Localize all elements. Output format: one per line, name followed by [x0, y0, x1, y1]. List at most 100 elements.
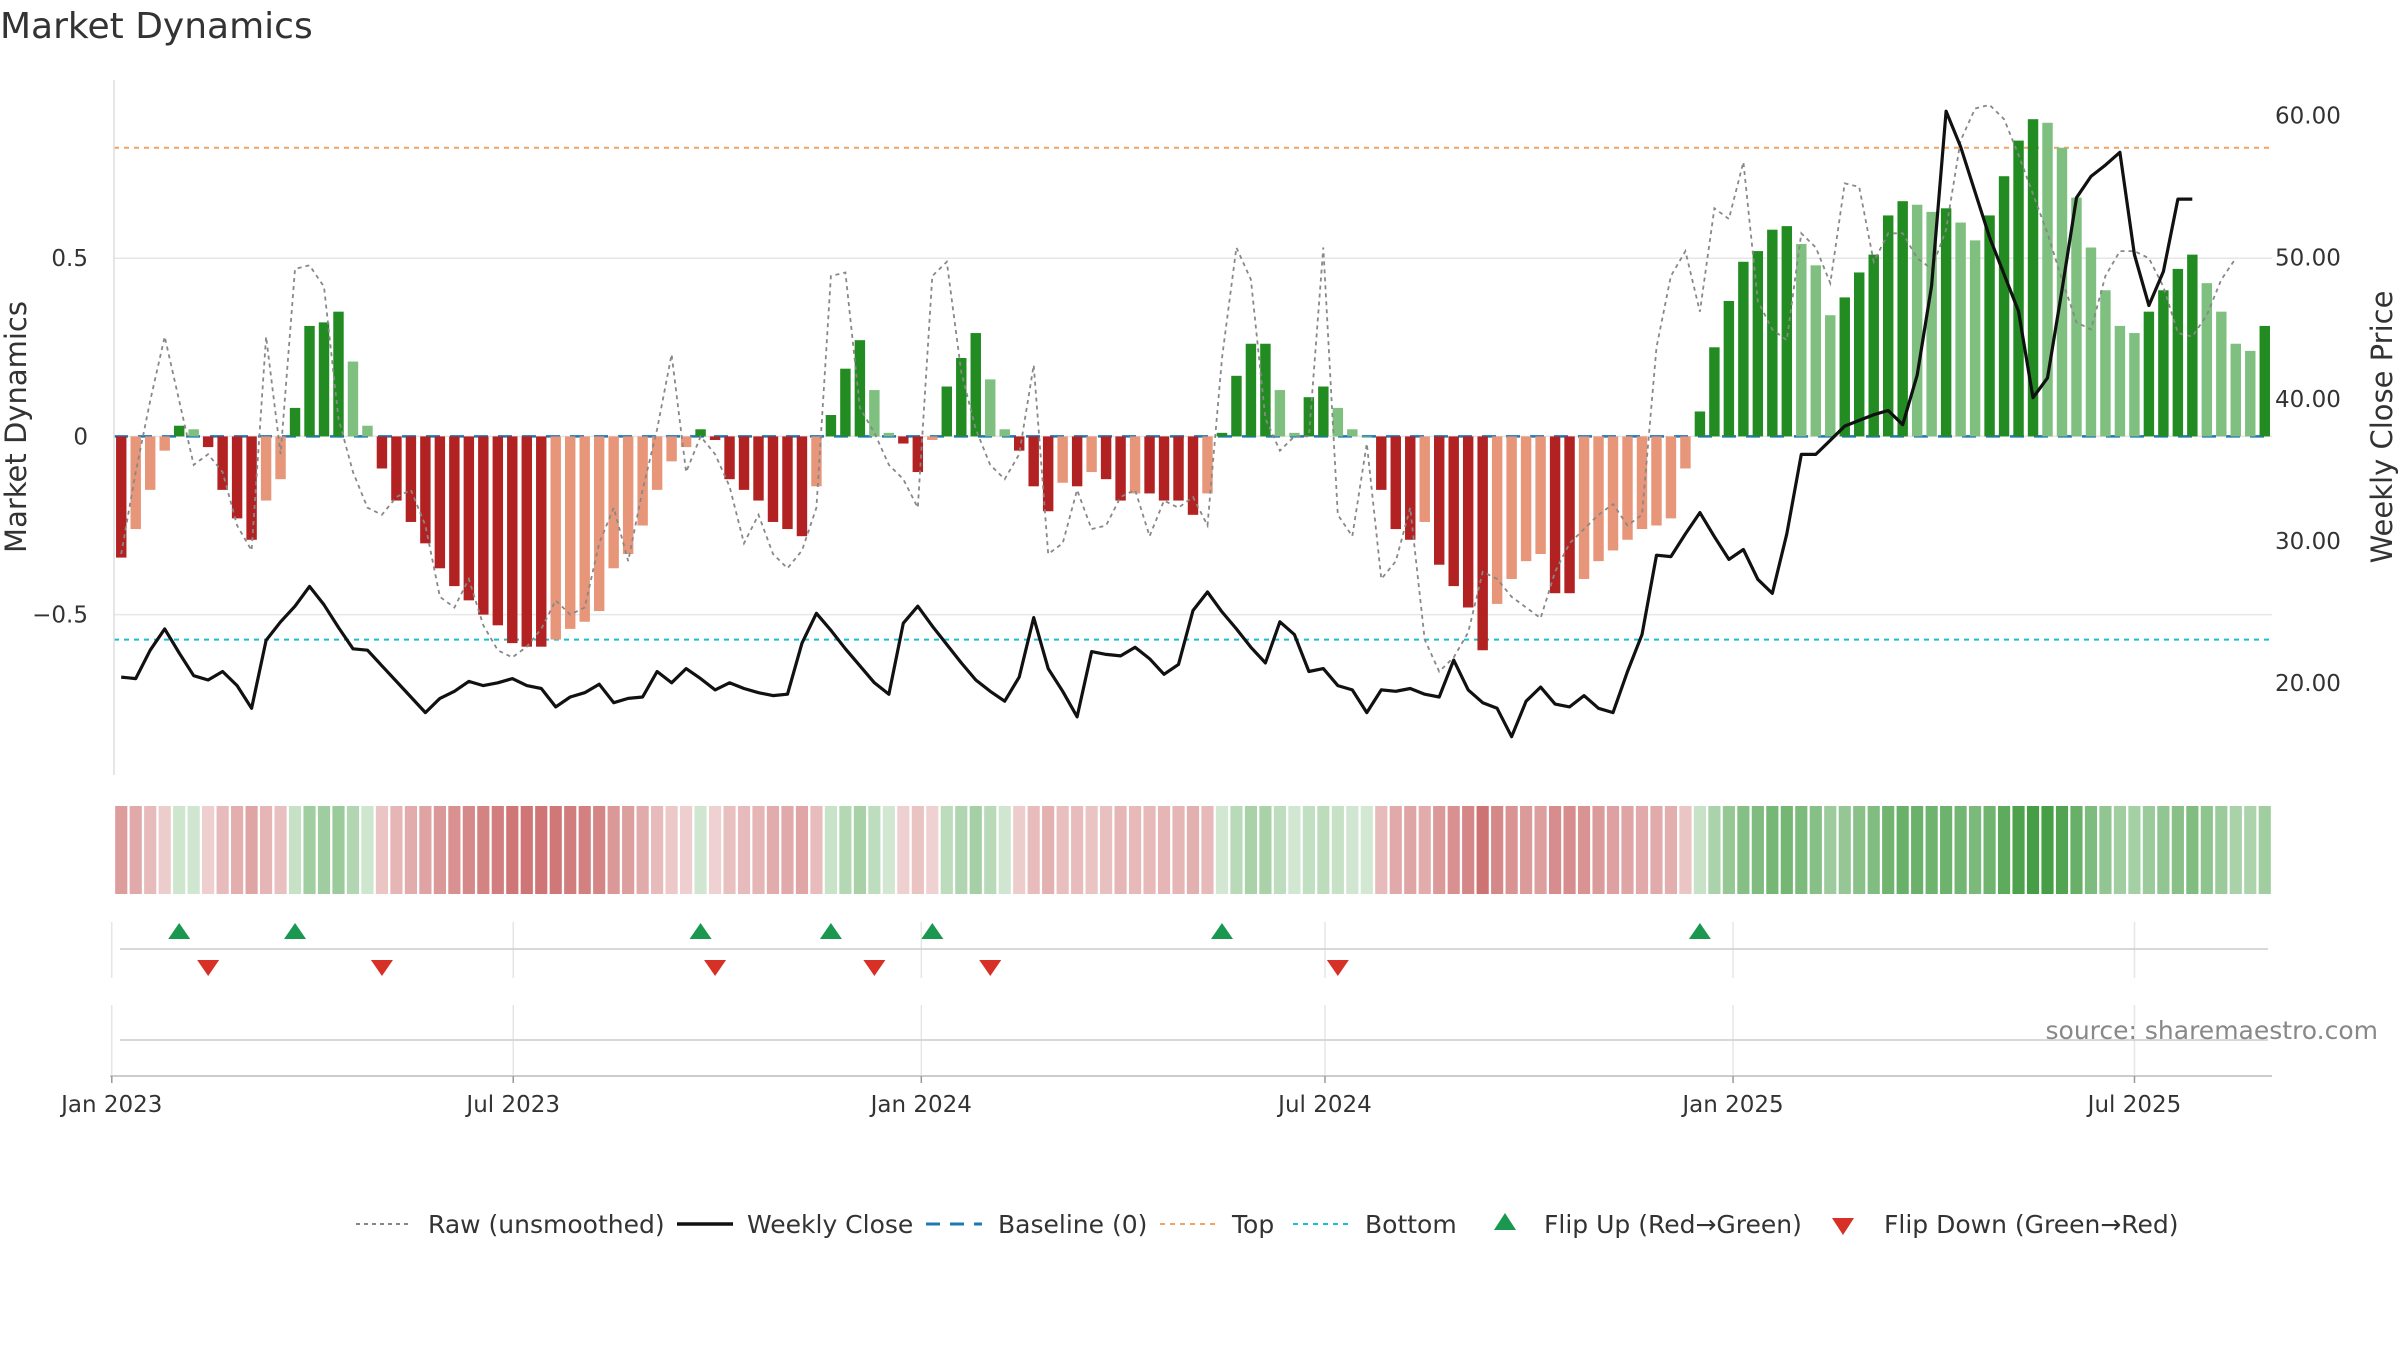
- dynamics-bar: [1303, 397, 1315, 437]
- regime-cell: [680, 806, 693, 894]
- dynamics-bar: [521, 436, 532, 647]
- dynamics-bar: [1520, 436, 1532, 562]
- dynamics-bar: [608, 436, 619, 569]
- dynamics-bar: [1086, 436, 1097, 473]
- regime-strip: [115, 806, 2271, 894]
- regime-cell: [1940, 806, 1953, 894]
- x-tick-label: Jul 2025: [2086, 1092, 2182, 1118]
- regime-cell: [144, 806, 157, 894]
- dynamics-bar: [1578, 436, 1590, 579]
- dynamics-bar: [2230, 343, 2242, 437]
- dynamics-bar: [1376, 436, 1387, 490]
- regime-cell: [1534, 806, 1547, 894]
- regime-cell: [882, 806, 895, 894]
- dynamics-bar: [1825, 315, 1836, 437]
- dynamics-bar: [1419, 436, 1430, 522]
- dynamics-bar: [854, 340, 866, 437]
- legend-flip-up-swatch: [1494, 1213, 1516, 1230]
- regime-cell: [173, 806, 186, 894]
- dynamics-bar: [1738, 261, 1749, 437]
- regime-cell: [2026, 806, 2040, 894]
- dynamics-bar: [1231, 375, 1242, 437]
- regime-cell: [1664, 806, 1678, 894]
- dynamics-bar: [927, 436, 938, 440]
- dynamics-bar: [1622, 436, 1633, 540]
- dynamics-bar: [1810, 265, 1821, 437]
- x-tick-label: Jul 2023: [464, 1092, 560, 1118]
- regime-cell: [477, 806, 490, 894]
- dynamics-bar: [1911, 204, 1923, 437]
- dynamics-bar: [695, 429, 706, 437]
- regime-cell: [795, 806, 809, 894]
- dynamics-bar: [492, 436, 504, 626]
- regime-cell: [1983, 806, 1996, 894]
- regime-cell: [2113, 806, 2127, 894]
- regime-cell: [317, 806, 331, 894]
- dynamics-bar: [1882, 215, 1894, 437]
- flip-up-marker: [1210, 923, 1233, 939]
- y-tick-label: −0.5: [32, 603, 88, 629]
- regime-cell: [853, 806, 866, 894]
- dynamics-bar: [376, 436, 388, 469]
- regime-cell: [1230, 806, 1243, 894]
- dynamics-bar: [1955, 222, 1966, 437]
- dynamics-bar: [796, 436, 808, 537]
- dynamics-bars: [116, 119, 2270, 651]
- regime-cell: [578, 806, 591, 894]
- dynamics-bar: [1434, 436, 1445, 565]
- regime-cell: [926, 806, 939, 894]
- dynamics-bar: [956, 358, 967, 437]
- dynamics-bar: [2158, 290, 2169, 437]
- regime-cell: [1838, 806, 1851, 894]
- regime-cell: [940, 806, 953, 894]
- dynamics-bar: [260, 436, 272, 501]
- y2-tick-label: 20.00: [2275, 671, 2341, 697]
- dynamics-bar: [1173, 436, 1184, 501]
- regime-cell: [2142, 806, 2155, 894]
- regime-cell: [158, 806, 171, 894]
- regime-cell: [2099, 806, 2112, 894]
- dynamics-bar: [289, 407, 301, 437]
- dynamics-bar: [217, 436, 228, 490]
- dynamics-bar: [1781, 226, 1793, 437]
- regime-cell: [1577, 806, 1591, 894]
- dynamics-bar: [202, 436, 214, 448]
- dynamics-bar: [1926, 211, 1937, 437]
- dynamics-bar: [1332, 407, 1344, 437]
- regime-cell: [520, 806, 533, 894]
- regime-cell: [202, 806, 215, 894]
- dynamics-bar: [1216, 432, 1228, 437]
- dynamics-bar: [1723, 300, 1735, 437]
- regime-cell: [1679, 806, 1692, 894]
- dynamics-bar: [622, 436, 634, 555]
- regime-cell: [810, 806, 823, 894]
- dynamics-bar: [1607, 436, 1619, 551]
- legend-flip-down-swatch: [1832, 1218, 1854, 1235]
- dynamics-bar: [1057, 436, 1068, 483]
- flip-markers-panel: [111, 922, 2268, 978]
- raw-series: [120, 103, 2237, 674]
- regime-cell: [1143, 806, 1156, 894]
- regime-cell: [737, 806, 751, 894]
- regime-cell: [2128, 806, 2141, 894]
- dynamics-bar: [304, 325, 315, 437]
- flip-down-marker: [979, 960, 1002, 976]
- dynamics-bar: [1347, 429, 1358, 437]
- regime-cell: [216, 806, 229, 894]
- dynamics-bar: [2172, 268, 2184, 437]
- regime-cell: [1462, 806, 1475, 894]
- date-axis: Jan 2023 Jul 2023 Jan 2024 Jul 2024 Jan 2025…: [59, 1005, 2272, 1118]
- regime-cell: [2084, 806, 2098, 894]
- y2-axis-title: Weekly Close Price: [2365, 291, 2399, 564]
- dynamics-bar: [811, 436, 822, 487]
- dynamics-bar: [173, 425, 185, 437]
- legend-baseline-label: Baseline (0): [998, 1210, 1147, 1239]
- regime-cell: [1259, 806, 1272, 894]
- dynamics-bar: [565, 436, 576, 629]
- y2-tick-label: 60.00: [2275, 103, 2341, 129]
- legend-bottom-label: Bottom: [1365, 1210, 1457, 1239]
- regime-cell: [1389, 806, 1402, 894]
- dynamics-bar: [116, 436, 127, 558]
- dynamics-bar: [2071, 197, 2082, 437]
- dynamics-bar: [970, 333, 981, 437]
